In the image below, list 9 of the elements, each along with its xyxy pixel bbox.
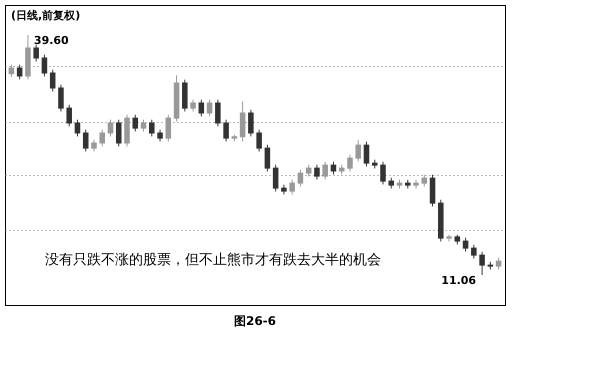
- annotation: 没有只跌不涨的股票，但不止熊市才有跌去大半的机会: [45, 252, 381, 268]
- candlestick: [396, 179, 402, 189]
- candlestick: [108, 119, 114, 137]
- annotation: 39.60: [34, 34, 70, 47]
- candlestick: [380, 161, 386, 185]
- chart-title: (日线,前复权): [11, 9, 80, 22]
- caption: 图26-6: [234, 314, 276, 328]
- annotation: 11.06: [441, 274, 476, 287]
- candlestick: [124, 114, 130, 147]
